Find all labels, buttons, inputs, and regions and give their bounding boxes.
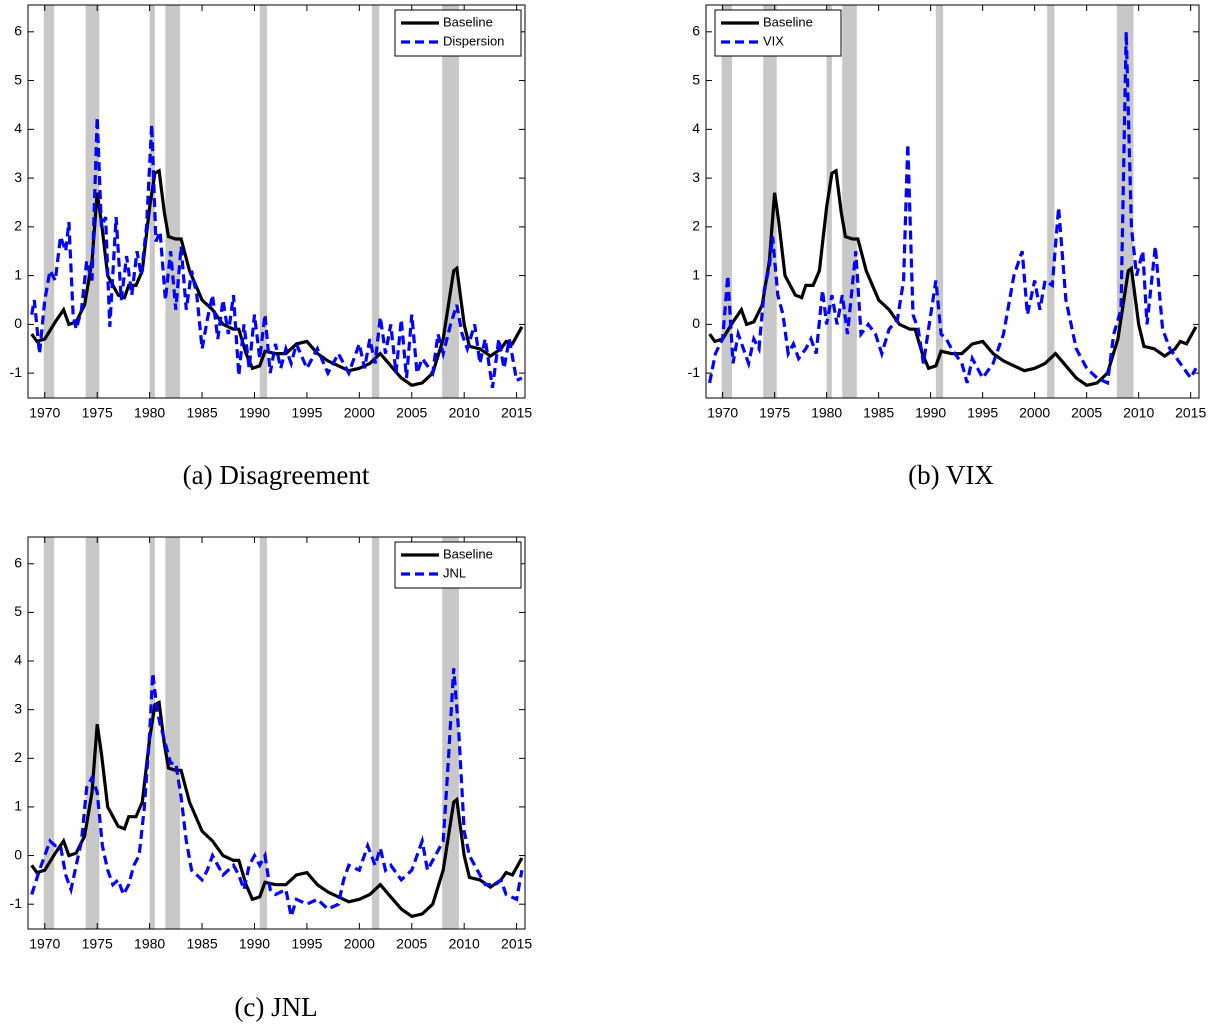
x-tick-label: 1985 [863,405,894,421]
y-tick-label: 1 [692,266,700,282]
recession-band [763,5,777,398]
x-tick-label: 2000 [344,936,375,952]
axes-frame [27,536,526,930]
y-tick-label: 2 [14,749,22,765]
recession-band [1047,5,1055,398]
recession-band [842,5,857,398]
legend-label: Baseline [763,14,813,29]
recession-band [85,5,100,398]
x-tick-label: 2005 [396,936,427,952]
x-tick-label: 1985 [186,936,217,952]
y-tick-label: 2 [14,218,22,234]
x-tick-label: 2000 [344,405,375,421]
legend-label: JNL [443,565,466,580]
y-tick-label: 4 [692,120,700,136]
x-tick-label: 2005 [1071,405,1102,421]
legend-box [714,9,842,57]
recession-band [371,537,380,929]
y-tick-label: 3 [14,700,22,716]
series-line [30,668,524,917]
y-tick-label: 6 [14,23,22,39]
recession-band [721,5,733,398]
y-tick-label: 3 [692,169,700,185]
y-tick-label: 6 [14,554,22,570]
y-tick-label: 5 [692,71,700,87]
legend-label: Dispersion [443,33,504,48]
x-tick-label: 1995 [967,405,998,421]
y-tick-label: 4 [14,652,22,668]
recession-band [85,537,100,929]
legend-label: Baseline [443,14,493,29]
y-tick-label: 5 [14,603,22,619]
x-tick-label: 1995 [291,405,322,421]
recession-band [371,5,380,398]
recession-band [43,537,55,929]
x-tick-label: 2015 [1175,405,1206,421]
axes-frame [705,4,1200,399]
y-tick-label: -1 [10,895,23,911]
x-tick-label: 1995 [291,936,322,952]
recession-band [442,5,459,398]
y-tick-label: 0 [14,315,22,331]
y-tick-label: 0 [692,315,700,331]
y-tick-label: 4 [14,120,22,136]
caption: (c) JNL [234,992,317,1022]
x-tick-label: 2015 [501,936,532,952]
y-tick-label: 6 [692,23,700,39]
legend-label: VIX [763,33,784,48]
legend-box [394,541,522,589]
x-tick-label: 2000 [1019,405,1050,421]
x-tick-label: 2015 [501,405,532,421]
recession-band [826,5,832,398]
y-tick-label: -1 [688,364,701,380]
series-line [30,117,523,389]
caption: (a) Disagreement [183,460,370,490]
x-tick-label: 1980 [134,405,165,421]
x-tick-label: 2010 [449,405,480,421]
x-tick-label: 1980 [134,936,165,952]
x-tick-label: 1970 [29,405,60,421]
x-tick-label: 1975 [759,405,790,421]
caption: (b) VIX [908,460,994,490]
x-tick-label: 1975 [82,936,113,952]
x-tick-label: 1990 [239,405,270,421]
recession-band [259,5,268,398]
legend-label: Baseline [443,546,493,561]
y-tick-label: 2 [692,218,700,234]
x-tick-label: 1990 [915,405,946,421]
x-tick-label: 2010 [449,936,480,952]
x-tick-label: 2010 [1123,405,1154,421]
axes-frame [27,4,526,399]
y-tick-label: -1 [10,364,23,380]
legend-box [394,9,522,57]
recession-band [149,5,155,398]
recession-band [259,537,268,929]
y-tick-label: 3 [14,169,22,185]
x-tick-label: 1980 [811,405,842,421]
series-line [708,168,1198,388]
y-tick-label: 5 [14,71,22,87]
recession-band [149,537,155,929]
x-tick-label: 1970 [707,405,738,421]
x-tick-label: 1985 [186,405,217,421]
x-tick-label: 1975 [82,405,113,421]
recession-band [43,5,55,398]
x-tick-label: 1970 [29,936,60,952]
recession-band [165,5,181,398]
y-tick-label: 1 [14,798,22,814]
x-tick-label: 1990 [239,936,270,952]
recession-band [165,537,181,929]
x-tick-label: 2005 [396,405,427,421]
series-line [708,31,1198,386]
recession-band [935,5,944,398]
y-tick-label: 1 [14,266,22,282]
recession-band [442,537,459,929]
y-tick-label: 0 [14,846,22,862]
